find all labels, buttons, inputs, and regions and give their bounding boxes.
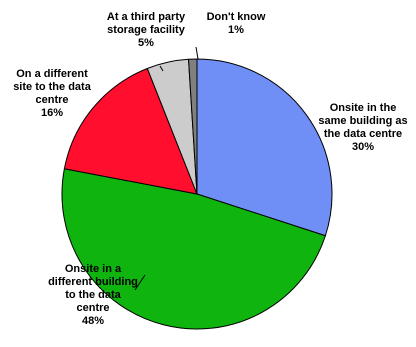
slice-label-line: centre — [76, 302, 109, 314]
slice-label-line: centre — [35, 94, 68, 106]
slice-value-label: 30% — [352, 141, 374, 153]
pie-slice-4 — [187, 58, 198, 195]
slice-value-label: 1% — [228, 24, 244, 36]
slice-label-line: same building as — [318, 115, 407, 127]
slice-label-line: different building — [48, 276, 138, 288]
slice-label-line: site to the data — [13, 81, 92, 93]
slice-value-label: 48% — [82, 315, 104, 327]
slice-value-label: 16% — [41, 107, 63, 119]
slice-label-line: Don't know — [207, 11, 266, 23]
slice-value-label: 5% — [138, 37, 154, 49]
slice-label-1: Onsite in a different building to the data… — [48, 263, 138, 327]
pie-slice-0 — [196, 58, 333, 237]
slice-label-0: Onsite in the same building as the data ce… — [318, 102, 407, 153]
slice-label-line: the data centre — [324, 128, 402, 140]
slice-label-line: Onsite in the — [330, 102, 397, 114]
leader-line-4 — [195, 46, 199, 60]
slice-label-line: to the data — [65, 289, 121, 301]
slice-label-2: On a different site to the data centre 16% — [13, 68, 92, 119]
pie-slice-2 — [63, 67, 198, 195]
slice-label-line: storage facility — [107, 24, 186, 36]
leader-line-3 — [159, 65, 164, 72]
pie-slices — [61, 58, 333, 330]
slice-label-line: At a third party — [107, 11, 186, 23]
slice-label-line: On a different — [16, 68, 88, 80]
slice-labels: Onsite in the same building as the data ce… — [13, 11, 407, 327]
slice-label-3: At a third party storage facility 5% — [107, 11, 186, 49]
slice-label-line: Onsite in a — [65, 263, 122, 275]
leader-line-1 — [134, 274, 146, 291]
pie-slice-1 — [61, 168, 327, 330]
slice-label-4: Don't know 1% — [207, 11, 266, 36]
leader-lines — [134, 46, 199, 291]
